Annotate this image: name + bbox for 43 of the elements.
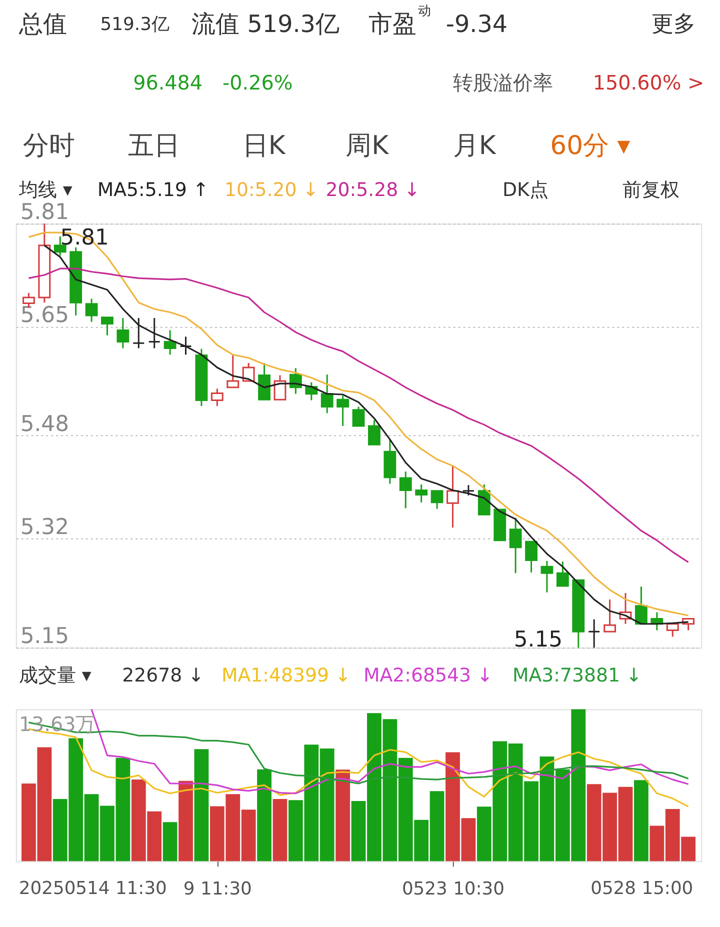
text: MA1:48399 ↓	[221, 664, 351, 686]
text: 总值	[18, 10, 67, 38]
y-tick-label: 5.32	[20, 514, 69, 540]
text: 分时	[22, 131, 75, 162]
text: MA2:68543 ↓	[363, 664, 493, 686]
text: 60分 ▾	[550, 131, 630, 162]
text: 20250514 11:30	[18, 878, 167, 899]
y-tick-label: 5.65	[20, 302, 69, 328]
bar	[336, 770, 350, 862]
y-tick-label: 5.81	[20, 200, 69, 226]
text: 519.3亿	[100, 14, 170, 35]
text: 日K	[242, 131, 286, 162]
bar	[162, 822, 178, 862]
text: MA3:73881 ↓	[512, 664, 642, 686]
text: 150.60% >	[592, 72, 704, 95]
text: 均线 ▾	[18, 178, 73, 201]
text: 周K	[346, 131, 390, 162]
bar	[272, 799, 288, 862]
text: 成交量 ▾	[18, 664, 92, 686]
bar	[634, 780, 648, 862]
text: -9.34	[446, 10, 508, 38]
x-tick-label: 9 11:30	[183, 878, 252, 900]
text: -0.26%	[222, 72, 293, 95]
bar	[194, 749, 209, 862]
text: DK点	[502, 178, 548, 201]
y-tick-label: 5.15	[20, 624, 69, 650]
text: MA5:5.19 ↑	[97, 178, 209, 201]
y-tick-label: 5.48	[20, 412, 69, 438]
text: 流值 519.3亿	[192, 10, 340, 38]
text: 五日	[128, 131, 180, 162]
x-tick-label: 0523 10:30	[402, 878, 505, 900]
text: 更多	[651, 12, 696, 37]
text: 20:5.28 ↓	[326, 178, 420, 201]
text: 10:5.20 ↓	[224, 178, 319, 201]
text: 月K	[452, 131, 497, 162]
text: 96.484	[133, 72, 203, 95]
text: 0528 15:00	[590, 878, 694, 899]
bar	[178, 780, 193, 862]
text: 转股溢价率	[452, 72, 553, 95]
bar	[257, 769, 272, 862]
text: 前复权	[622, 178, 680, 201]
annotation: 5.15	[514, 628, 562, 653]
text: 22678 ↓	[122, 664, 204, 686]
